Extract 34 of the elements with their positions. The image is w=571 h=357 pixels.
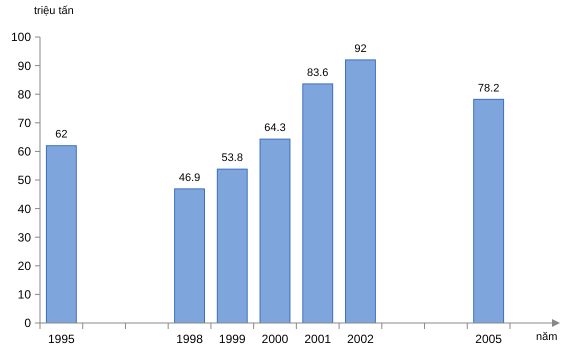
y-tick-label: 60 xyxy=(18,144,32,159)
x-axis-title: năm xyxy=(536,331,558,343)
y-tick-label: 40 xyxy=(18,202,32,216)
bar xyxy=(260,138,290,324)
bar xyxy=(473,98,504,324)
data-label: 64.3 xyxy=(264,122,286,134)
bar xyxy=(174,188,205,324)
data-label: 83.6 xyxy=(307,66,328,79)
y-tick-label: 50 xyxy=(18,173,32,188)
y-tick-label: 0 xyxy=(24,316,32,330)
y-tick-label: 100 xyxy=(10,30,32,44)
x-tick-label: 2002 xyxy=(347,332,374,346)
x-tick-label: 2000 xyxy=(262,332,289,346)
data-label: 46.9 xyxy=(178,172,200,184)
bar xyxy=(302,83,334,324)
bar xyxy=(345,59,376,324)
y-tick-label: 10 xyxy=(18,288,32,302)
bar xyxy=(216,168,248,324)
x-tick-label: 1999 xyxy=(218,332,246,346)
data-label: 53.8 xyxy=(222,152,243,164)
y-tick-label: 30 xyxy=(18,230,32,244)
y-axis-title: triệu tấn xyxy=(34,5,74,17)
y-tick-label: 70 xyxy=(18,116,32,130)
x-tick-label: 1995 xyxy=(48,332,76,346)
x-tick-label: 2001 xyxy=(304,332,332,346)
data-label: 92 xyxy=(354,42,367,55)
data-label: 78.2 xyxy=(478,82,500,94)
x-tick-label: 2005 xyxy=(475,332,502,346)
y-tick-label: 90 xyxy=(18,58,32,73)
y-tick-label: 80 xyxy=(18,87,32,102)
bar xyxy=(46,145,77,324)
x-tick-label: 1998 xyxy=(176,332,204,346)
data-label: 62 xyxy=(55,128,68,141)
y-tick-label: 20 xyxy=(18,259,32,273)
